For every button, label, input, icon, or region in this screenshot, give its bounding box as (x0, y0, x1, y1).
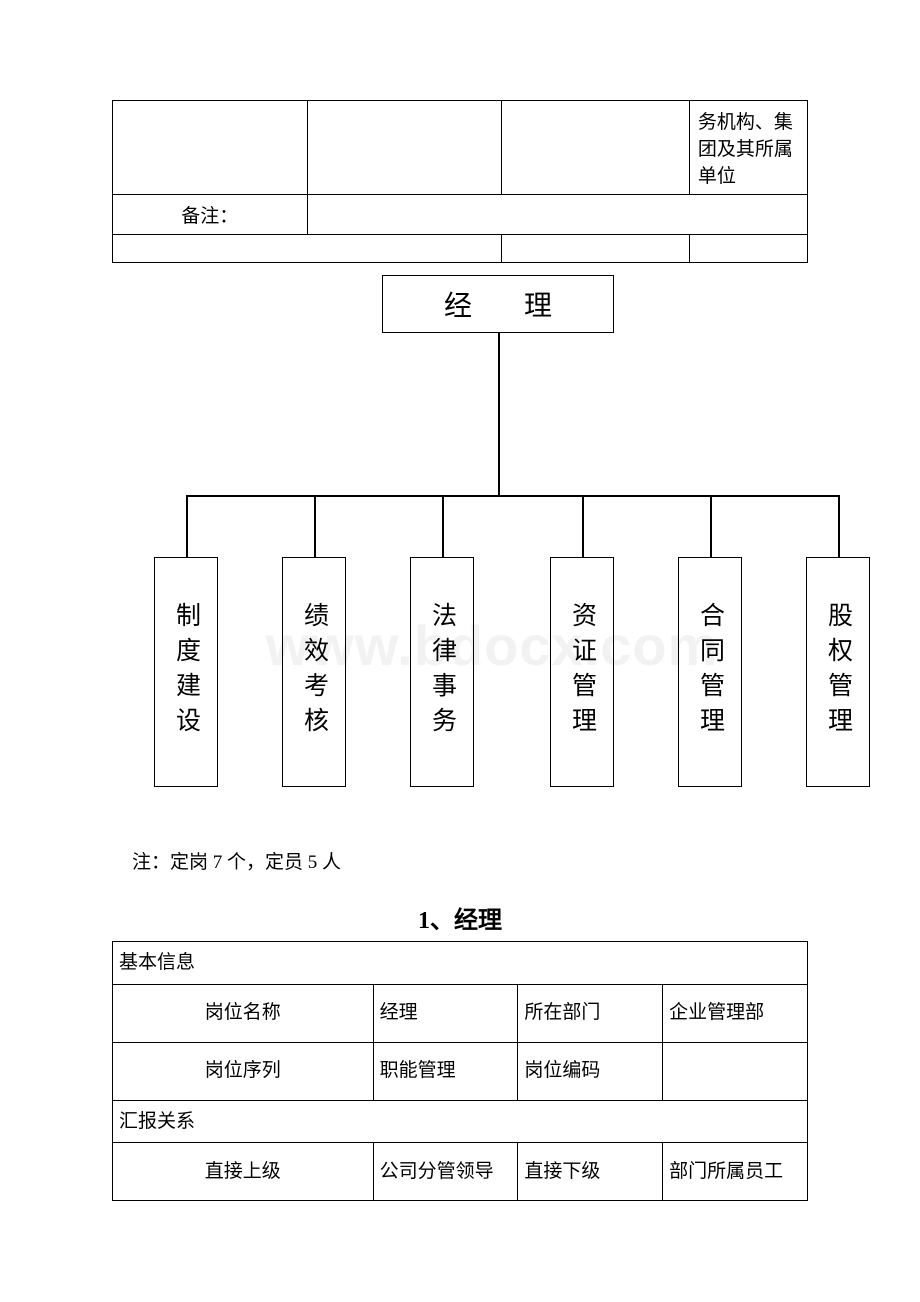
org-leaf-label-0: 制度建设 (174, 602, 199, 742)
org-drop-2 (442, 495, 444, 557)
row-seq-key: 岗位编码 (518, 1042, 663, 1100)
org-drop-1 (314, 495, 316, 557)
org-leaf-3: 资证管理 (550, 557, 614, 787)
org-note: 注：定岗 7 个，定员 5 人 (132, 847, 808, 874)
tt-r3-c2 (502, 235, 690, 263)
row-name-key: 所在部门 (518, 984, 663, 1042)
row-seq-label: 岗位序列 (113, 1042, 374, 1100)
info-table: 基本信息 岗位名称 经理 所在部门 企业管理部 岗位序列 职能管理 岗位编码 汇… (112, 941, 808, 1201)
org-drop-4 (710, 495, 712, 557)
tt-r3-c3 (689, 235, 807, 263)
org-root-label: 经 理 (432, 284, 564, 324)
tt-r1-c3 (502, 101, 690, 195)
org-leaf-4: 合同管理 (678, 557, 742, 787)
org-drop-3 (582, 495, 584, 557)
tt-r1-c4: 务机构、集团及其所属单位 (689, 101, 807, 195)
top-fragment-table: 务机构、集团及其所属单位 备注： (112, 100, 808, 263)
info-header-report: 汇报关系 (113, 1100, 808, 1143)
org-leaf-5: 股权管理 (806, 557, 870, 787)
tt-r1-c2 (307, 101, 502, 195)
org-leaf-label-5: 股权管理 (826, 602, 851, 742)
org-leaf-label-4: 合同管理 (698, 602, 723, 742)
row-seq-keyval (663, 1042, 808, 1100)
org-leaf-1: 绩效考核 (282, 557, 346, 787)
org-main-stem (498, 333, 500, 495)
org-drop-0 (186, 495, 188, 557)
tt-r3-c1 (113, 235, 502, 263)
tt-r1-c1 (113, 101, 308, 195)
row-rpt-val: 公司分管领导 (373, 1143, 518, 1201)
org-leaf-label-1: 绩效考核 (302, 602, 327, 742)
remark-value (307, 195, 807, 235)
remark-label: 备注： (113, 195, 308, 235)
row-name-label: 岗位名称 (113, 984, 374, 1042)
org-bus (186, 495, 838, 497)
org-drop-5 (838, 495, 840, 557)
org-chart: www.bdocx.com 经 理 制度建设绩效考核法律事务资证管理合同管理股权… (112, 275, 872, 835)
org-leaf-label-3: 资证管理 (570, 602, 595, 742)
info-header-basic: 基本信息 (113, 942, 808, 985)
org-leaf-0: 制度建设 (154, 557, 218, 787)
row-name-val: 经理 (373, 984, 518, 1042)
row-seq-val: 职能管理 (373, 1042, 518, 1100)
row-rpt-keyval: 部门所属员工 (663, 1143, 808, 1201)
org-leaf-label-2: 法律事务 (430, 602, 455, 742)
section-heading: 1、经理 (112, 900, 808, 935)
org-root-box: 经 理 (382, 275, 614, 333)
row-rpt-label: 直接上级 (113, 1143, 374, 1201)
row-name-keyval: 企业管理部 (663, 984, 808, 1042)
org-leaf-2: 法律事务 (410, 557, 474, 787)
row-rpt-key: 直接下级 (518, 1143, 663, 1201)
